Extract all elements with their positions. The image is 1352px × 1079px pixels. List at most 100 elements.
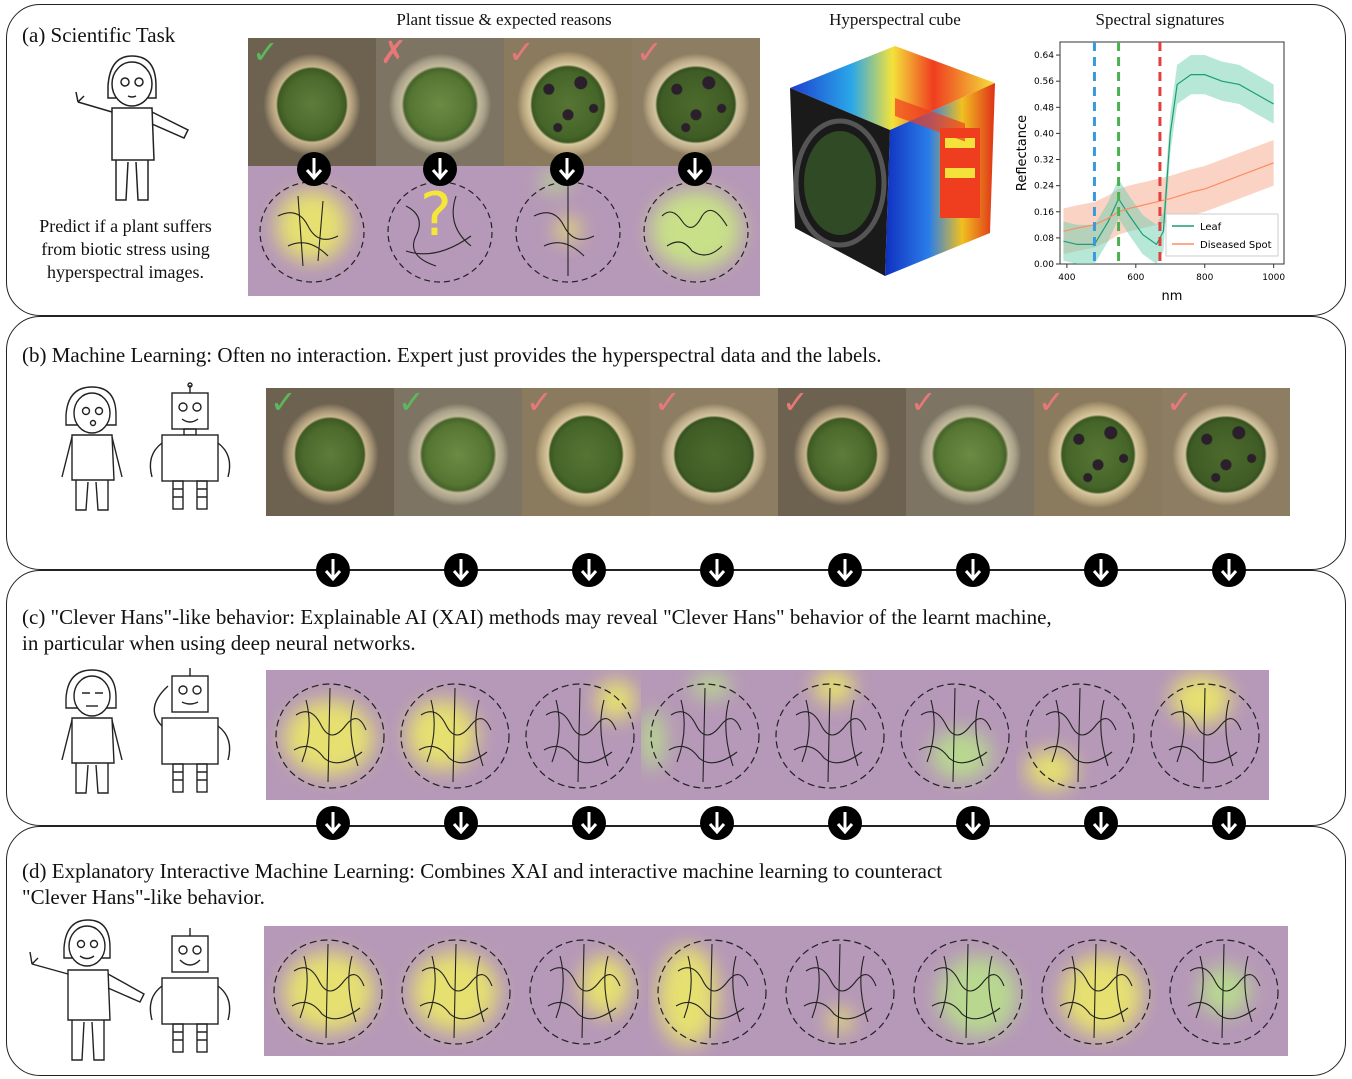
expected-reason-map: ? [376,166,504,296]
explanation-heatmap [1016,670,1144,800]
panel-a [6,4,1346,316]
scientist-illustration [24,918,154,1068]
check-mark-icon: ✓ [270,388,297,421]
plot-frame [1059,41,1285,265]
panel-c-title: (c) "Clever Hans"-like behavior: Explain… [22,605,1052,655]
arrow-down-icon [1084,806,1118,840]
legend-box [1165,213,1279,257]
explanation-heatmap [392,926,520,1056]
expected-reason-map [632,166,760,296]
explanation-heatmap [891,670,1019,800]
panel-d-title: (d) Explanatory Interactive Machine Lear… [22,859,943,909]
training-leaf-photo: ✓ [650,388,778,516]
explanation-heatmap [266,670,394,800]
check-mark-icon: ✓ [1038,388,1065,421]
x-tick-label: 800 [1196,273,1213,283]
arrow-down-icon [700,553,734,587]
question-mark: ? [420,180,452,250]
robot-illustration [140,928,240,1058]
training-leaf-photo: ✓ [394,388,522,516]
explanation-heatmap [1032,926,1160,1056]
legend-entry: Leaf [1200,222,1222,233]
explanation-heatmap [391,670,519,800]
check-mark-icon: ✓ [252,38,279,71]
arrow-down-icon [678,152,712,186]
y-tick-label: 0.40 [1034,129,1054,139]
panel-c [6,570,1346,826]
y-tick-label: 0.64 [1034,51,1054,61]
check-mark-icon: ✓ [636,38,663,71]
leaf-photo: ✓ [504,38,632,166]
check-mark-icon: ✓ [654,388,681,421]
y-tick-label: 0.00 [1034,260,1054,270]
scientist-illustration [70,52,200,207]
check-mark-icon: ✓ [1166,388,1193,421]
header-plant-tissue: Plant tissue & expected reasons [396,10,612,29]
check-mark-icon: ✓ [782,388,809,421]
scientist-illustration [52,668,132,798]
leaf-photo: ✓ [632,38,760,166]
series-line [1063,162,1274,232]
y-tick-label: 0.48 [1034,103,1054,113]
check-mark-icon: ✓ [910,388,937,421]
check-mark-icon: ✓ [526,388,553,421]
task-description: Predict if a plant suffers from biotic s… [39,216,212,282]
header-spectral-signatures: Spectral signatures [1095,10,1225,29]
spectral-chart: 400 600 800 1000 0.00 0.08 0.16 0.24 0.32 0.40 0.4… [1012,34,1292,306]
leaf-photo: ✗ [376,38,504,166]
explanation-heatmap [776,926,904,1056]
series-band [1063,139,1274,255]
legend-entry: Diseased Spot [1200,240,1272,251]
y-tick-label: 0.24 [1034,182,1054,192]
arrow-down-icon [444,806,478,840]
header-hyperspectral-cube: Hyperspectral cube [829,10,961,29]
robot-illustration [140,382,240,515]
panel-b [6,316,1346,570]
training-leaf-photo: ✓ [778,388,906,516]
explanation-heatmap [520,926,648,1056]
arrow-down-icon [297,152,331,186]
training-leaf-photo: ✓ [522,388,650,516]
panel-a-title: (a) Scientific Task [22,23,176,47]
panel-b-title: (b) Machine Learning: Often no interacti… [22,343,882,367]
training-leaf-photo: ✓ [266,388,394,516]
explanation-heatmap [1141,670,1269,800]
arrow-down-icon [828,806,862,840]
arrow-down-icon [572,806,606,840]
arrow-down-icon [956,553,990,587]
panel-d [6,826,1346,1076]
x-tick-label: 600 [1127,273,1144,283]
explanation-heatmap [648,926,776,1056]
y-axis-label: Reflectance [1015,115,1030,191]
arrow-down-icon [316,553,350,587]
y-tick-label: 0.32 [1034,156,1054,166]
expected-reason-map [504,166,632,296]
training-leaf-photo: ✓ [1162,388,1290,516]
arrow-down-icon [828,553,862,587]
leaf-photo: ✓ [248,38,376,166]
arrow-down-icon [956,806,990,840]
check-mark-icon: ✓ [398,388,425,421]
explanation-heatmap [1160,926,1288,1056]
arrow-down-icon [1212,806,1246,840]
explanation-heatmap [904,926,1032,1056]
explanation-heatmap [516,670,644,800]
explanation-heatmap [641,670,769,800]
arrow-down-icon [1084,553,1118,587]
arrow-down-icon [423,152,457,186]
explanation-heatmap [264,926,392,1056]
training-leaf-photo: ✓ [1034,388,1162,516]
y-tick-label: 0.56 [1034,77,1054,87]
training-leaf-photo: ✓ [906,388,1034,516]
check-mark-icon: ✓ [508,38,535,71]
arrow-down-icon [700,806,734,840]
expected-reason-map [248,166,376,296]
arrow-down-icon [550,152,584,186]
x-axis-label: nm [1162,289,1183,304]
x-tick-label: 400 [1058,273,1075,283]
explanation-heatmap [766,670,894,800]
series-line [1063,74,1274,246]
arrow-down-icon [1212,553,1246,587]
arrow-down-icon [572,553,606,587]
arrow-down-icon [444,553,478,587]
